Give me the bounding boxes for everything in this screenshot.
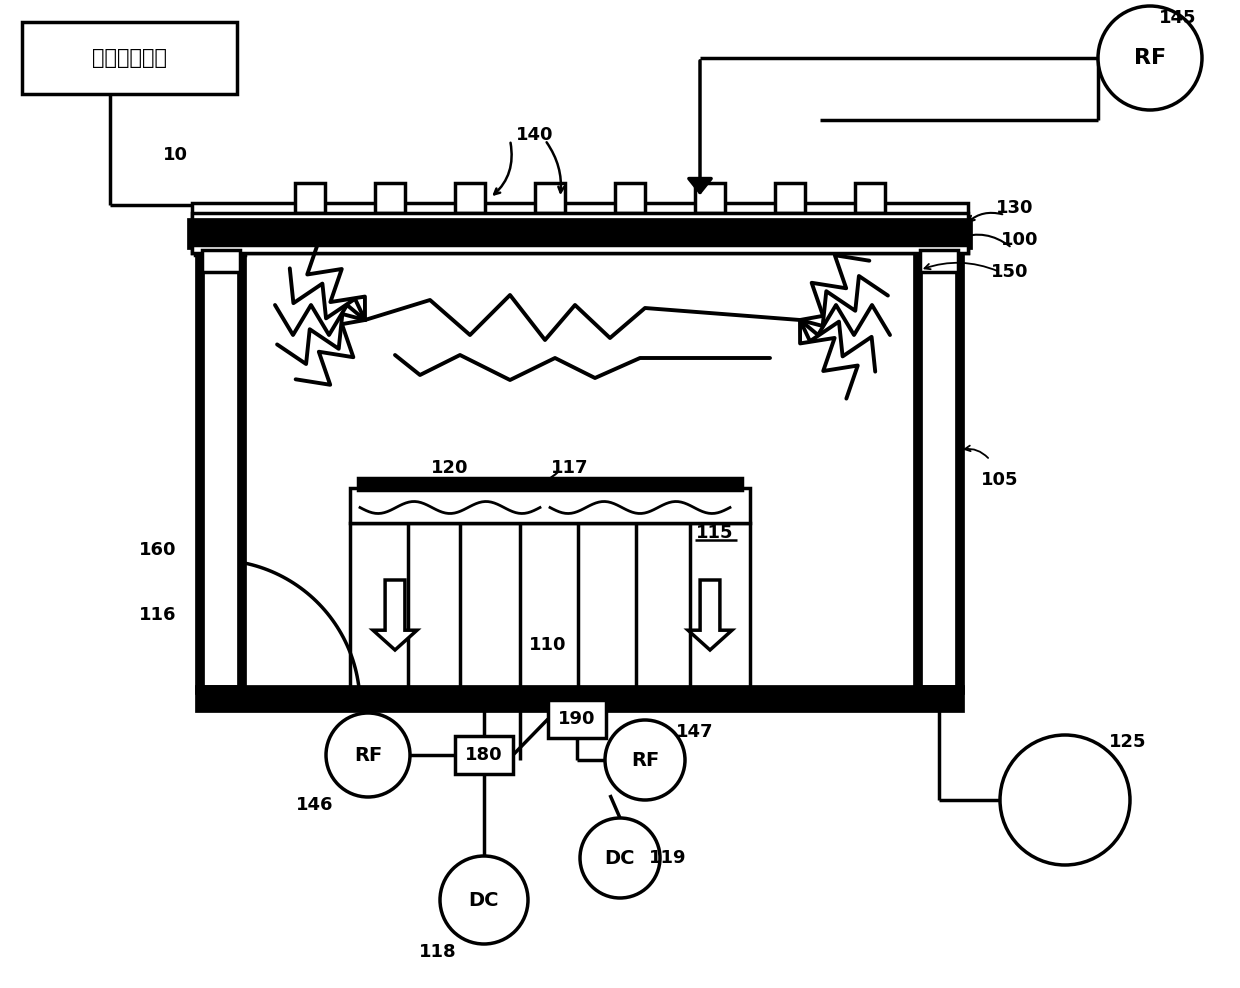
Text: 147: 147 xyxy=(676,723,714,741)
Circle shape xyxy=(440,856,528,944)
Bar xyxy=(534,183,565,213)
Bar xyxy=(195,233,246,255)
Circle shape xyxy=(1097,6,1202,110)
Bar xyxy=(350,523,750,690)
Bar xyxy=(295,183,325,213)
Bar xyxy=(455,736,513,774)
Bar xyxy=(192,245,968,253)
Bar xyxy=(22,22,237,94)
Text: 105: 105 xyxy=(981,471,1019,489)
Bar xyxy=(694,183,725,213)
Circle shape xyxy=(326,713,410,797)
Text: DC: DC xyxy=(469,890,500,910)
Text: 125: 125 xyxy=(1110,733,1147,751)
Bar xyxy=(350,488,750,523)
Text: 130: 130 xyxy=(996,199,1034,217)
Bar xyxy=(192,213,968,223)
Bar xyxy=(358,478,742,490)
Text: 10: 10 xyxy=(162,146,187,164)
Text: 115: 115 xyxy=(696,524,734,542)
Text: DC: DC xyxy=(605,849,635,867)
Text: 140: 140 xyxy=(516,126,554,144)
Polygon shape xyxy=(688,580,732,650)
Circle shape xyxy=(999,735,1130,865)
Text: RF: RF xyxy=(353,746,382,765)
Text: RF: RF xyxy=(1133,48,1166,68)
Text: RF: RF xyxy=(631,751,660,770)
Text: 气体供应装置: 气体供应装置 xyxy=(92,48,167,68)
Text: 118: 118 xyxy=(419,943,456,961)
Text: 190: 190 xyxy=(558,710,595,728)
Circle shape xyxy=(580,818,660,898)
Text: 160: 160 xyxy=(139,541,177,559)
Text: 120: 120 xyxy=(432,459,469,477)
Polygon shape xyxy=(373,580,417,650)
Text: 100: 100 xyxy=(1001,231,1039,249)
Bar xyxy=(374,183,405,213)
Bar xyxy=(192,203,968,253)
Bar xyxy=(200,690,960,708)
Text: 180: 180 xyxy=(465,746,502,764)
Text: 150: 150 xyxy=(991,263,1029,281)
Text: 119: 119 xyxy=(650,849,687,867)
Text: 117: 117 xyxy=(552,459,589,477)
Bar xyxy=(775,183,805,213)
Circle shape xyxy=(605,720,684,800)
Text: 110: 110 xyxy=(529,636,567,654)
Bar xyxy=(615,183,645,213)
Bar xyxy=(455,183,485,213)
Bar xyxy=(202,250,241,272)
Text: 116: 116 xyxy=(139,606,177,624)
Bar xyxy=(918,253,960,690)
Bar xyxy=(200,253,242,690)
Text: 146: 146 xyxy=(296,796,334,814)
Bar xyxy=(920,250,959,272)
Bar xyxy=(856,183,885,213)
Bar xyxy=(548,700,606,738)
Bar xyxy=(192,223,968,245)
Text: 145: 145 xyxy=(1159,9,1197,27)
